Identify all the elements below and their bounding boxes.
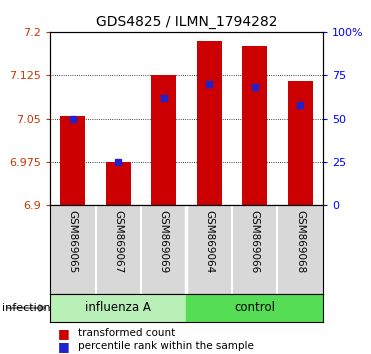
Text: ■: ■ xyxy=(58,327,69,340)
Bar xyxy=(187,294,323,322)
Text: GSM869067: GSM869067 xyxy=(113,210,123,273)
Text: GSM869069: GSM869069 xyxy=(159,210,169,273)
Text: GSM869066: GSM869066 xyxy=(250,210,260,273)
Text: GSM869065: GSM869065 xyxy=(68,210,78,273)
Text: influenza A: influenza A xyxy=(85,302,151,314)
Text: GSM869068: GSM869068 xyxy=(295,210,305,273)
Title: GDS4825 / ILMN_1794282: GDS4825 / ILMN_1794282 xyxy=(96,16,277,29)
Text: transformed count: transformed count xyxy=(78,329,175,338)
Text: GSM869064: GSM869064 xyxy=(204,210,214,273)
Text: ■: ■ xyxy=(58,340,69,353)
Bar xyxy=(106,162,131,205)
Bar xyxy=(60,116,85,205)
Text: control: control xyxy=(234,302,275,314)
Bar xyxy=(197,41,221,205)
Bar xyxy=(50,294,187,322)
Text: infection: infection xyxy=(2,303,50,313)
Bar xyxy=(288,81,312,205)
Bar xyxy=(242,46,267,205)
Text: percentile rank within the sample: percentile rank within the sample xyxy=(78,341,254,351)
Bar xyxy=(151,75,176,205)
